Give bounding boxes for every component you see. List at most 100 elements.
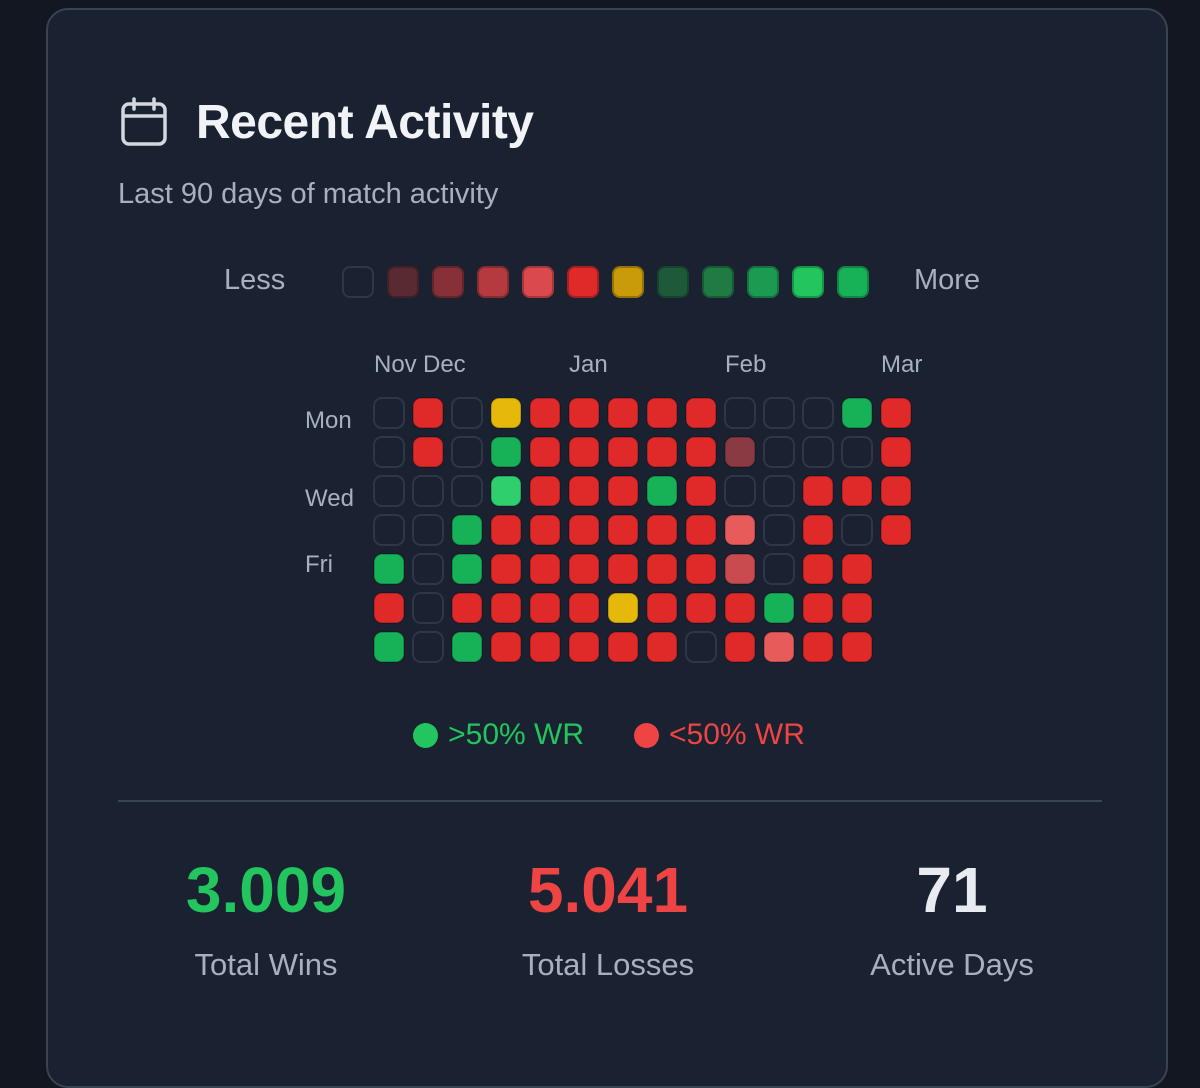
heatmap-cell-loss[interactable]	[607, 436, 639, 468]
heatmap-cell-even[interactable]	[490, 397, 522, 429]
heatmap-cell-empty[interactable]	[451, 397, 483, 429]
heatmap-cell-loss[interactable]	[685, 397, 717, 429]
heatmap-cell-empty[interactable]	[724, 475, 756, 507]
heatmap-cell-empty[interactable]	[412, 475, 444, 507]
heatmap-cell-loss[interactable]	[841, 475, 873, 507]
heatmap-cell-loss[interactable]	[529, 514, 561, 546]
activity-heatmap: Nov Dec Jan Feb Mar Mon Wed Fri	[305, 351, 922, 663]
heatmap-cell-loss[interactable]	[529, 553, 561, 585]
heatmap-cell-win[interactable]	[373, 631, 405, 663]
heatmap-cell-loss[interactable]	[607, 553, 639, 585]
heatmap-cell-loss[interactable]	[451, 592, 483, 624]
heatmap-cell-loss[interactable]	[802, 631, 834, 663]
heatmap-cell-empty[interactable]	[763, 436, 795, 468]
heatmap-cell-loss[interactable]	[880, 397, 912, 429]
heatmap-cell-loss[interactable]	[802, 553, 834, 585]
heatmap-cell-win[interactable]	[451, 631, 483, 663]
heatmap-cell-loss[interactable]	[880, 475, 912, 507]
heatmap-cell-loss[interactable]	[529, 631, 561, 663]
heatmap-cell-loss[interactable]	[529, 397, 561, 429]
heatmap-cell-loss[interactable]	[685, 592, 717, 624]
heatmap-cell-loss[interactable]	[646, 592, 678, 624]
heatmap-cell-loss[interactable]	[607, 514, 639, 546]
legend-below-label: <50% WR	[669, 718, 805, 751]
heatmap-cell-empty[interactable]	[763, 514, 795, 546]
heatmap-cell-empty[interactable]	[412, 631, 444, 663]
heatmap-cell-loss[interactable]	[529, 475, 561, 507]
heatmap-cell-empty[interactable]	[412, 592, 444, 624]
legend-swatch	[792, 266, 824, 298]
legend-above-label: >50% WR	[448, 718, 584, 751]
heatmap-cell-empty[interactable]	[841, 436, 873, 468]
heatmap-cell-loss[interactable]	[568, 631, 600, 663]
heatmap-cell-empty[interactable]	[763, 475, 795, 507]
heatmap-cell-loss[interactable]	[880, 514, 912, 546]
heatmap-cell-empty[interactable]	[412, 553, 444, 585]
heatmap-cell-loss[interactable]	[646, 436, 678, 468]
heatmap-cell-loss[interactable]	[646, 514, 678, 546]
heatmap-cell-loss[interactable]	[724, 436, 756, 468]
heatmap-cell-loss[interactable]	[490, 553, 522, 585]
heatmap-cell-empty[interactable]	[451, 475, 483, 507]
heatmap-cell-loss[interactable]	[763, 631, 795, 663]
heatmap-cell-win[interactable]	[490, 475, 522, 507]
heatmap-cell-even[interactable]	[607, 592, 639, 624]
heatmap-cell-loss[interactable]	[529, 436, 561, 468]
heatmap-cell-loss[interactable]	[568, 397, 600, 429]
heatmap-cell-loss[interactable]	[724, 514, 756, 546]
heatmap-cell-loss[interactable]	[607, 631, 639, 663]
heatmap-cell-empty[interactable]	[685, 631, 717, 663]
heatmap-cell-empty[interactable]	[373, 514, 405, 546]
heatmap-cell-loss[interactable]	[802, 592, 834, 624]
heatmap-cell-loss[interactable]	[646, 397, 678, 429]
heatmap-cell-loss[interactable]	[880, 436, 912, 468]
heatmap-cell-loss[interactable]	[685, 475, 717, 507]
heatmap-cell-empty[interactable]	[373, 436, 405, 468]
heatmap-cell-win[interactable]	[646, 475, 678, 507]
heatmap-cell-empty[interactable]	[763, 553, 795, 585]
heatmap-cell-loss[interactable]	[373, 592, 405, 624]
heatmap-cell-loss[interactable]	[568, 436, 600, 468]
heatmap-cell-loss[interactable]	[724, 631, 756, 663]
heatmap-cell-empty[interactable]	[724, 397, 756, 429]
heatmap-cell-loss[interactable]	[607, 475, 639, 507]
heatmap-cell-empty[interactable]	[763, 397, 795, 429]
heatmap-cell-loss[interactable]	[685, 436, 717, 468]
heatmap-cell-loss[interactable]	[724, 553, 756, 585]
heatmap-cell-loss[interactable]	[412, 397, 444, 429]
heatmap-cell-loss[interactable]	[607, 397, 639, 429]
heatmap-cell-empty[interactable]	[451, 436, 483, 468]
heatmap-cell-win[interactable]	[490, 436, 522, 468]
heatmap-cell-loss[interactable]	[646, 553, 678, 585]
heatmap-cell-loss[interactable]	[802, 514, 834, 546]
heatmap-cell-loss[interactable]	[412, 436, 444, 468]
heatmap-cell-win[interactable]	[841, 397, 873, 429]
heatmap-cell-empty[interactable]	[373, 475, 405, 507]
heatmap-cell-win[interactable]	[451, 553, 483, 585]
heatmap-cell-loss[interactable]	[646, 631, 678, 663]
heatmap-cell-loss[interactable]	[841, 592, 873, 624]
heatmap-cell-loss[interactable]	[490, 514, 522, 546]
heatmap-cell-loss[interactable]	[568, 592, 600, 624]
heatmap-cell-empty[interactable]	[373, 397, 405, 429]
stat-total-wins: 3.009 Total Wins	[116, 855, 416, 983]
heatmap-cell-loss[interactable]	[568, 514, 600, 546]
heatmap-cell-loss[interactable]	[802, 475, 834, 507]
heatmap-cell-win[interactable]	[373, 553, 405, 585]
heatmap-cell-loss[interactable]	[841, 553, 873, 585]
heatmap-cell-win[interactable]	[763, 592, 795, 624]
heatmap-cell-empty[interactable]	[841, 514, 873, 546]
heatmap-cell-loss[interactable]	[841, 631, 873, 663]
heatmap-cell-win[interactable]	[451, 514, 483, 546]
heatmap-cell-loss[interactable]	[724, 592, 756, 624]
heatmap-cell-loss[interactable]	[685, 553, 717, 585]
heatmap-cell-empty[interactable]	[802, 397, 834, 429]
heatmap-cell-empty[interactable]	[412, 514, 444, 546]
heatmap-cell-loss[interactable]	[685, 514, 717, 546]
heatmap-cell-loss[interactable]	[490, 631, 522, 663]
heatmap-cell-loss[interactable]	[568, 553, 600, 585]
heatmap-cell-loss[interactable]	[529, 592, 561, 624]
heatmap-cell-empty[interactable]	[802, 436, 834, 468]
heatmap-cell-loss[interactable]	[490, 592, 522, 624]
heatmap-cell-loss[interactable]	[568, 475, 600, 507]
